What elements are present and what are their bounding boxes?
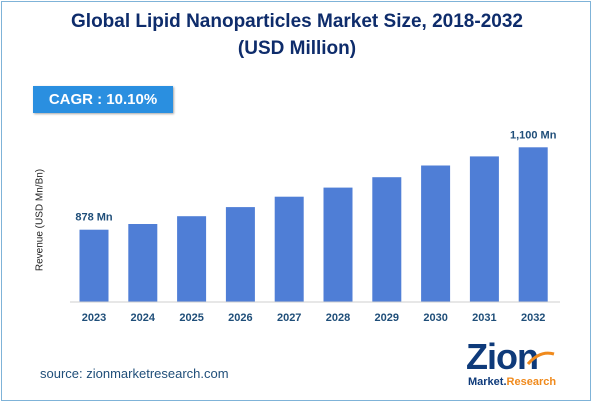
logo-swoosh-icon	[526, 351, 555, 366]
x-tick-2032: 2032	[521, 312, 545, 324]
data-labels-group: 878 Mn 1,100 Mn	[75, 129, 556, 223]
bar-2025	[177, 216, 207, 302]
logo-sub-highlight: Research	[506, 376, 557, 388]
x-tick-labels-group: 2023 2024 2025 2026 2027 2028 2029 2030 2031 2032	[82, 312, 546, 324]
cagr-badge: CAGR : 10.10%	[33, 86, 173, 113]
logo-sub-text: Market.Research	[468, 376, 556, 389]
x-tick-2030: 2030	[423, 312, 447, 324]
x-tick-2029: 2029	[375, 312, 399, 324]
bar-2023	[79, 229, 109, 302]
bars-group	[79, 147, 548, 302]
x-tick-2024: 2024	[131, 312, 156, 324]
x-tick-2027: 2027	[277, 312, 301, 324]
bar-2032	[518, 147, 548, 302]
zion-logo: Zion Market.Research	[466, 338, 576, 394]
x-tick-2028: 2028	[326, 312, 350, 324]
logo-main-text: Zion	[466, 336, 539, 377]
bar-2024	[128, 224, 158, 302]
x-tick-2031: 2031	[472, 312, 496, 324]
data-label-2032: 1,100 Mn	[510, 129, 557, 141]
bar-2030	[421, 165, 451, 302]
x-tick-2025: 2025	[179, 312, 203, 324]
bar-2028	[323, 187, 353, 302]
bar-2027	[274, 196, 304, 302]
logo-sub-prefix: Market.	[468, 376, 507, 388]
bar-2029	[372, 177, 402, 302]
x-tick-2026: 2026	[228, 312, 252, 324]
x-tick-2023: 2023	[82, 312, 106, 324]
chart-title: Global Lipid Nanoparticles Market Size, …	[0, 8, 594, 62]
title-line-2: (USD Million)	[237, 38, 357, 59]
title-line-1: Global Lipid Nanoparticles Market Size, …	[71, 11, 523, 32]
data-label-2023: 878 Mn	[75, 212, 113, 224]
source-text: source: zionmarketresearch.com	[40, 366, 229, 381]
bar-2031	[469, 156, 499, 302]
bar-2026	[225, 207, 255, 302]
